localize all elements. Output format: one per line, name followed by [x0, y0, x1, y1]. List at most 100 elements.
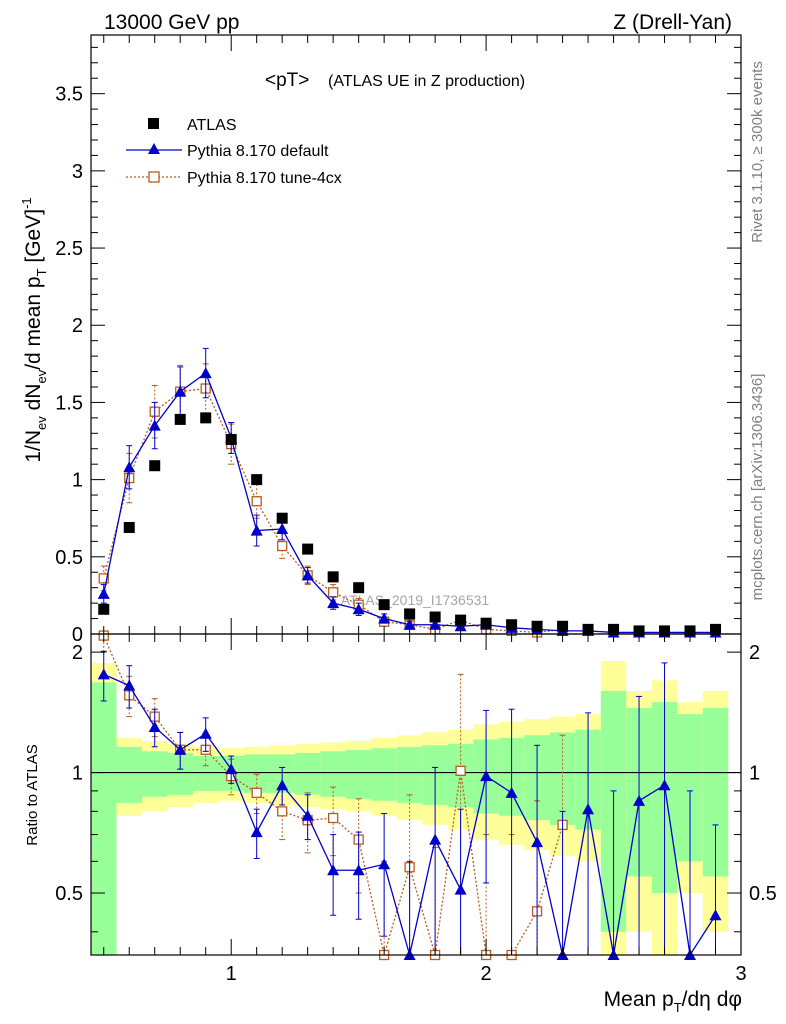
main-tune4cx-point: [251, 496, 262, 507]
main-default-point: [276, 523, 289, 535]
ratio-tune4cx-point: [277, 806, 288, 817]
main-default-point: [148, 419, 161, 431]
main-tune4cx-point: [98, 573, 109, 584]
main-default-point: [403, 618, 416, 630]
main-y-tick-label: 3: [72, 161, 83, 183]
x-tick-label: 1: [226, 963, 237, 985]
main-atlas-point: [404, 608, 416, 620]
ratio-y-tick-label: 1: [72, 763, 83, 785]
main-atlas-point: [276, 512, 288, 524]
ratio-y-tick-label-right: 1: [749, 763, 760, 785]
main-atlas-point: [200, 412, 212, 424]
legend-entry-atlas: ATLAS: [148, 117, 237, 134]
legend-label-pythia-default: Pythia 8.170 default: [187, 143, 329, 160]
main-y-tick-label: 1: [72, 470, 83, 492]
ratio-y-axis-label: Ratio to ATLAS: [24, 744, 41, 845]
main-atlas-point: [251, 474, 263, 486]
main-default-point: [174, 385, 187, 397]
main-default-point: [454, 620, 467, 632]
main-atlas-point: [225, 433, 237, 445]
main-default-point: [301, 569, 314, 581]
mcplots-label: mcplots.cern.ch [arXiv:1306.3436]: [749, 374, 766, 601]
ratio-y-tick-label-right: 0.5: [749, 883, 777, 905]
main-y-axis-label: 1/Nev dNev/d mean pT [GeV]-1: [19, 197, 49, 462]
ratio-stat-band: [371, 748, 397, 801]
main-y-tick-label: 1.5: [55, 392, 83, 414]
ratio-default-point: [148, 720, 161, 732]
ratio-stat-band: [345, 749, 372, 799]
ratio-default-point: [174, 743, 187, 755]
main-atlas-point: [506, 619, 518, 631]
main-y-tick-label: 2: [72, 315, 83, 337]
ratio-default-point: [531, 836, 544, 848]
ratio-tune4cx-point: [328, 812, 339, 824]
main-default-point: [429, 618, 442, 630]
x-tick-label: 2: [481, 963, 492, 985]
x-axis-label: Mean pT/dη dφ: [604, 988, 742, 1015]
ratio-default-point: [327, 864, 340, 876]
ratio-tune4cx-point: [455, 765, 466, 776]
ratio-uncertainty-bands: [91, 661, 741, 955]
ratio-default-point: [250, 826, 263, 838]
ratio-y-tick-label: 2: [72, 642, 83, 664]
ratio-stat-band: [192, 756, 219, 791]
ratio-default-point: [429, 833, 442, 845]
main-default-point: [199, 367, 212, 379]
ratio-default-point: [352, 864, 365, 876]
rivet-version-label: Rivet 3.1.10, ≥ 300k events: [749, 61, 766, 243]
main-default-point: [97, 587, 110, 599]
main-default-point: [327, 597, 340, 609]
analysis-watermark: ATLAS_2019_I1736531: [341, 592, 490, 608]
main-atlas-point: [455, 614, 467, 626]
main-y-tick-label: 3.5: [55, 84, 83, 106]
ratio-y-tick-label: 0.5: [55, 883, 83, 905]
main-default-point: [352, 603, 365, 615]
ratio-default-point: [454, 883, 467, 895]
ratio-default-point: [378, 858, 391, 870]
main-tune4cx-point: [277, 540, 288, 552]
x-tick-label: 3: [735, 963, 746, 985]
ratio-default-point: [97, 668, 110, 680]
main-default-point: [123, 461, 136, 473]
ratio-default-point: [225, 763, 238, 775]
ratio-default-point: [199, 727, 212, 739]
legend-marker-pythia-default: [148, 143, 160, 154]
main-atlas-point: [378, 599, 390, 611]
ratio-stat-band: [320, 751, 346, 797]
ratio-stat-band: [396, 746, 423, 803]
legend-entry-pythia-tune4cx: Pythia 8.170 tune-4cx: [126, 170, 342, 187]
main-atlas-point: [353, 582, 365, 594]
main-atlas-point: [98, 603, 110, 615]
ratio-frame: [90, 633, 742, 956]
ratio-stat-band: [116, 746, 142, 803]
header-left-label: 13000 GeV pp: [104, 11, 239, 34]
main-title: <pT>: [265, 70, 309, 91]
ratio-stat-band: [294, 752, 321, 795]
legend: ATLAS Pythia 8.170 default Pythia 8.170 …: [126, 117, 342, 187]
legend-label-atlas: ATLAS: [187, 117, 237, 134]
legend-label-pythia-tune4cx: Pythia 8.170 tune-4cx: [187, 170, 342, 187]
ratio-default-point: [276, 779, 289, 791]
legend-marker-pythia-tune4cx: [148, 171, 160, 183]
ratio-y-tick-label-right: 2: [749, 642, 760, 664]
main-atlas-point: [174, 413, 186, 425]
ratio-default-point: [480, 770, 493, 782]
main-atlas-point: [123, 521, 135, 533]
ratio-default-point: [709, 909, 722, 921]
ratio-default-point: [301, 809, 314, 821]
ratio-stat-band: [91, 682, 117, 955]
legend-entry-pythia-default: Pythia 8.170 default: [126, 143, 329, 160]
ratio-default-point: [633, 794, 646, 806]
axes: 0 0.5 1 1.5 2 2.5 3 3.5 1 2 3 0.5 0.5 1 1 2 2: [55, 34, 777, 985]
ratio-default-point: [658, 779, 671, 791]
main-atlas-point: [429, 611, 441, 623]
main-tune4cx-point: [328, 587, 339, 598]
main-default-point: [250, 524, 263, 536]
main-atlas-point: [149, 460, 161, 472]
header-right-label: Z (Drell-Yan): [613, 11, 732, 34]
main-subtitle: (ATLAS UE in Z production): [328, 73, 525, 90]
ratio-stat-band: [141, 751, 168, 797]
ratio-default-point: [505, 786, 518, 798]
legend-marker-atlas: [148, 118, 159, 129]
